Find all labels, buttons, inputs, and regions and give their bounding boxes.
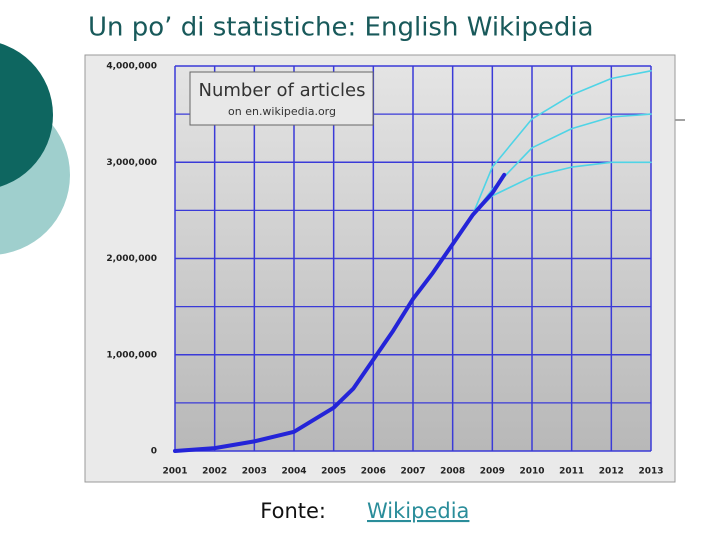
y-tick-label: 0: [151, 447, 157, 457]
x-tick-label: 2009: [480, 467, 505, 477]
lines: [173, 70, 652, 453]
series-line: [471, 113, 652, 216]
slide-title: Un po’ di statistiche: English Wikipedia: [88, 13, 594, 43]
y-tick-label: 1,000,000: [106, 350, 157, 360]
x-tick-label: 2012: [599, 467, 624, 477]
series-line: [471, 70, 652, 216]
chart-subtitle: on en.wikipedia.org: [228, 105, 336, 118]
x-tick-label: 2007: [400, 467, 425, 477]
caption-prefix: Fonte:: [260, 499, 326, 523]
x-tick-label: 2004: [281, 467, 306, 477]
x-tick-label: 2003: [242, 467, 267, 477]
y-tick-label: 4,000,000: [106, 62, 157, 72]
x-tick-label: 2008: [440, 467, 465, 477]
x-tick-label: 2013: [638, 467, 663, 477]
chart: 0 1,000,000 2,000,000 3,000,000 4,000,000 200…: [84, 54, 676, 483]
chart-title-box: [189, 71, 374, 126]
x-tick-label: 2006: [361, 467, 386, 477]
y-tick-label: 2,000,000: [106, 254, 157, 264]
x-tick-label: 2001: [162, 467, 187, 477]
caption-link[interactable]: Wikipedia: [367, 499, 469, 523]
chart-title: Number of articles: [199, 80, 366, 101]
y-tick-label: 3,000,000: [106, 158, 157, 168]
x-tick-label: 2010: [519, 467, 544, 477]
series-line: [173, 172, 507, 453]
x-tick-label: 2002: [202, 467, 227, 477]
x-tick-label: 2005: [321, 467, 346, 477]
x-tick-label: 2011: [559, 467, 584, 477]
grid: 0 1,000,000 2,000,000 3,000,000 4,000,000 200…: [106, 62, 663, 477]
decor-circle: [0, 43, 53, 187]
